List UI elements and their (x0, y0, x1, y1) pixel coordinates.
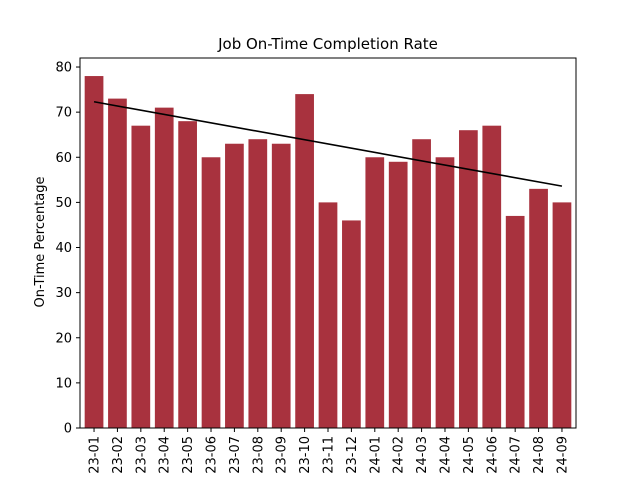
bar-24-08 (529, 188, 548, 428)
bar-23-08 (248, 139, 268, 428)
bar-24-09 (552, 202, 572, 428)
bar-23-03 (131, 125, 151, 429)
bar-23-01 (84, 76, 104, 429)
bar-23-09 (271, 143, 291, 429)
bar-23-10 (295, 94, 314, 428)
y-tick-label: 80 (55, 61, 72, 76)
x-tick-label: 24-05 (462, 436, 477, 474)
bar-23-05 (178, 121, 197, 429)
bar-23-07 (225, 143, 244, 429)
bar-24-07 (505, 215, 525, 428)
y-tick-label: 70 (55, 106, 72, 121)
y-tick-label: 50 (55, 196, 72, 211)
x-tick-label: 23-05 (181, 436, 196, 474)
x-axis-ticks: 23-01 23-02 23-03 23-04 23-05 23-06 23-07 23-08… (88, 428, 570, 474)
x-tick-label: 23-06 (205, 436, 220, 474)
x-tick-label: 23-11 (322, 436, 337, 474)
trendline (93, 100, 563, 187)
x-tick-label: 23-12 (345, 436, 360, 474)
y-tick-label: 60 (55, 151, 72, 166)
x-tick-label: 24-03 (415, 436, 430, 474)
y-axis-label: On-Time Percentage (33, 176, 48, 307)
x-tick-label: 24-06 (485, 436, 500, 474)
x-tick-label: 23-08 (251, 436, 266, 474)
x-tick-label: 24-04 (438, 436, 453, 474)
y-tick-label: 40 (55, 241, 72, 256)
x-tick-label: 24-01 (368, 436, 383, 474)
bar-24-04 (435, 157, 455, 428)
bar-23-11 (318, 202, 338, 428)
y-tick-label: 20 (55, 331, 72, 346)
bar-series (84, 76, 572, 429)
x-tick-label: 24-09 (555, 436, 570, 474)
x-tick-label: 23-03 (134, 436, 149, 474)
trendline-group (93, 100, 563, 187)
bar-23-06 (201, 157, 221, 428)
y-tick-label: 0 (64, 422, 72, 437)
bar-24-03 (412, 139, 431, 428)
x-tick-label: 23-04 (158, 436, 173, 474)
x-tick-label: 23-01 (88, 436, 103, 474)
bar-23-02 (108, 98, 127, 429)
bar-24-01 (365, 157, 385, 428)
bar-23-04 (154, 107, 174, 428)
bar-24-06 (482, 125, 502, 429)
bar-24-05 (459, 130, 478, 428)
y-tick-label: 30 (55, 286, 72, 301)
x-tick-label: 23-09 (275, 436, 290, 474)
bar-24-02 (388, 161, 408, 428)
x-tick-label: 24-02 (392, 436, 407, 474)
x-tick-label: 23-10 (298, 436, 313, 474)
x-tick-label: 23-07 (228, 436, 243, 474)
x-tick-label: 23-02 (111, 436, 126, 474)
chart-title: Job On-Time Completion Rate (217, 35, 438, 53)
plot-frame (79, 57, 577, 429)
y-tick-label: 10 (55, 376, 72, 391)
y-axis-ticks: 0 10 20 30 40 50 60 70 80 (55, 61, 80, 437)
x-tick-label: 24-07 (509, 436, 524, 474)
bar-23-12 (342, 220, 361, 428)
x-tick-label: 24-08 (532, 436, 547, 474)
